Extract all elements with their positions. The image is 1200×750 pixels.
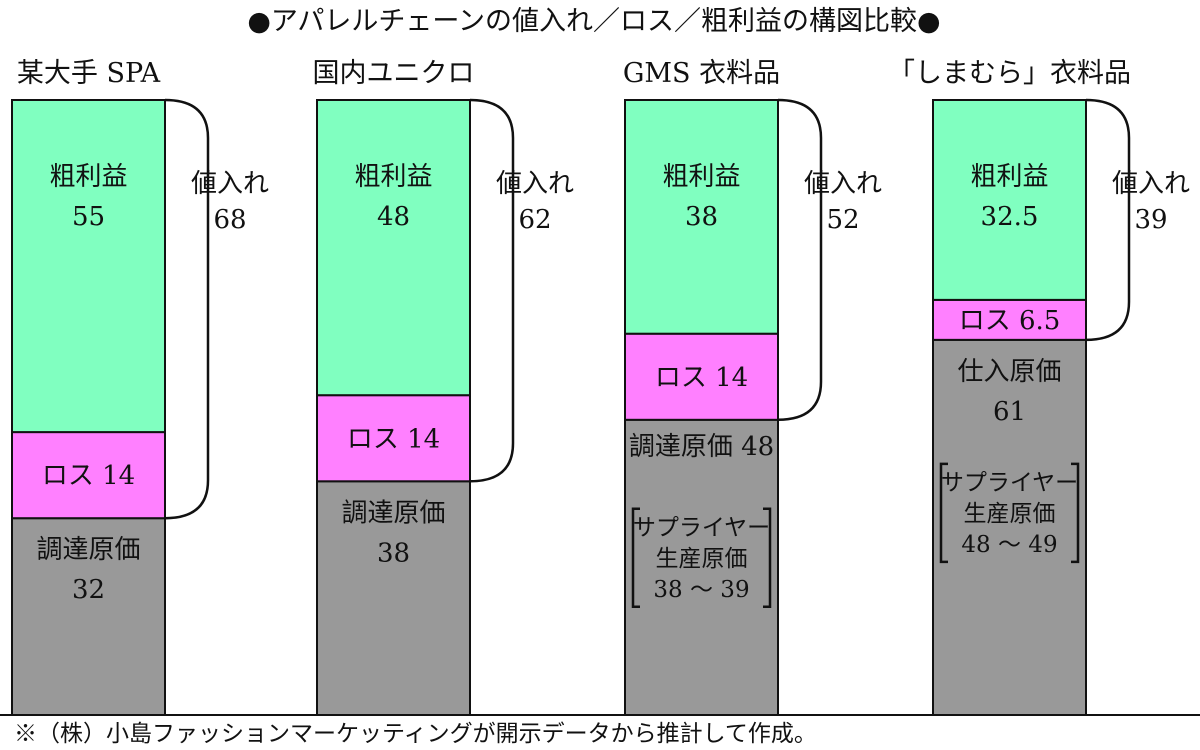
bar-segment-gross-profit <box>932 99 1087 301</box>
bracket-right <box>1071 462 1080 564</box>
bar-segment-cost <box>11 517 166 717</box>
markup-label: 52 <box>826 205 859 235</box>
category-label: 国内ユニクロ <box>313 58 475 89</box>
loss-label: ロス 6.5 <box>959 306 1061 336</box>
footnote: ※（株）小島ファッションマーケッティングが開示データから推計して作成。 <box>14 721 817 747</box>
gross-profit-label: 粗利益 <box>662 162 740 192</box>
cost-label: 38 <box>377 538 410 568</box>
chart-title: ●アパレルチェーンの値入れ／ロス／粗利益の構図比較● <box>247 6 940 37</box>
category-label: 「しまむら」衣料品 <box>888 58 1131 89</box>
loss-label: ロス 14 <box>655 363 748 393</box>
supplier-note-label: 48 ～ 49 <box>961 532 1057 558</box>
cost-label: 仕入原価 <box>957 357 1061 387</box>
cost-label: 調達原価 48 <box>629 432 774 462</box>
gross-profit-label: 粗利益 <box>49 162 127 192</box>
gross-profit-label: 38 <box>685 202 718 232</box>
markup-brace <box>777 98 823 422</box>
bar-segment-loss <box>11 431 166 520</box>
gross-profit-label: 48 <box>377 202 410 232</box>
markup-brace <box>469 98 515 483</box>
supplier-note-label: サプライヤー <box>633 515 770 541</box>
bar-segment-cost <box>624 418 779 716</box>
markup-label: 値入れ <box>191 169 269 199</box>
supplier-note-label: サプライヤー <box>941 470 1078 496</box>
cost-label: 調達原価 <box>36 535 140 565</box>
supplier-note-label: 生産原価 <box>964 501 1056 527</box>
bar-segment-loss <box>932 298 1087 341</box>
bracket-left <box>939 462 948 564</box>
cost-label: 32 <box>72 575 105 605</box>
bar-segment-loss <box>624 332 779 421</box>
cost-label: 61 <box>993 397 1026 427</box>
category-label: GMS 衣料品 <box>623 58 780 89</box>
bar-segment-gross-profit <box>624 99 779 335</box>
gross-profit-label: 55 <box>72 202 105 232</box>
markup-label: 値入れ <box>1112 169 1190 199</box>
category-label: 某大手 SPA <box>17 58 161 89</box>
markup-brace <box>1085 98 1131 342</box>
cost-label: 調達原価 <box>341 498 445 528</box>
markup-label: 62 <box>518 205 551 235</box>
bar-segment-gross-profit <box>316 99 471 397</box>
markup-label: 値入れ <box>804 169 882 199</box>
loss-label: ロス 14 <box>347 424 440 454</box>
gross-profit-label: 粗利益 <box>970 162 1048 192</box>
supplier-note-label: 38 ～ 39 <box>653 577 749 603</box>
bar-segment-loss <box>316 394 471 483</box>
supplier-note-label: 生産原価 <box>656 546 748 572</box>
bracket-right <box>763 507 772 609</box>
markup-label: 39 <box>1134 205 1167 235</box>
markup-brace <box>164 98 210 520</box>
gross-profit-label: 32.5 <box>981 202 1039 232</box>
markup-label: 68 <box>213 205 246 235</box>
gross-profit-label: 粗利益 <box>354 162 432 192</box>
bracket-left <box>631 507 640 609</box>
loss-label: ロス 14 <box>42 461 135 491</box>
markup-label: 値入れ <box>496 169 574 199</box>
bar-segment-gross-profit <box>11 99 166 434</box>
